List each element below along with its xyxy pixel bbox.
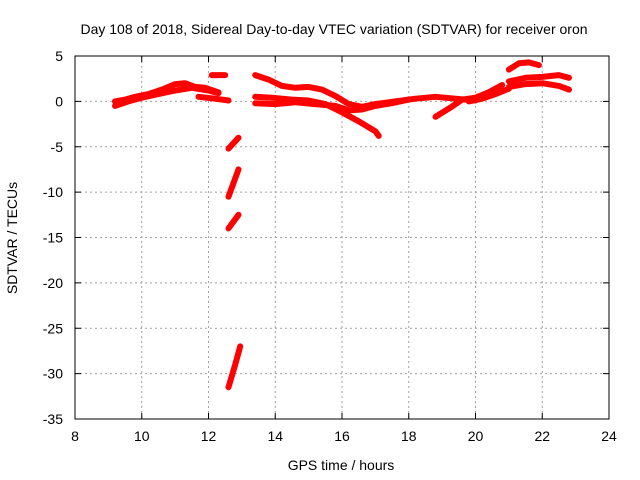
plot-frame [74,55,610,420]
x-tick-label: 8 [71,428,79,444]
x-tick-label: 18 [401,428,417,444]
y-tick-label: -35 [43,411,63,427]
series-arc-16 [505,80,572,93]
x-axis-label: GPS time / hours [288,457,395,473]
chart-title: Day 108 of 2018, Sidereal Day-to-day VTE… [80,21,587,37]
series-arc-2 [112,84,222,109]
series-arc-9 [252,72,479,110]
series-arc-3 [195,93,232,104]
series-arc-13 [465,85,512,105]
grid [75,56,609,419]
series-arc-11 [252,96,412,114]
series-arc-14 [505,59,542,73]
x-tick-labels: 8 10 12 14 16 18 20 22 24 [71,428,617,444]
y-tick-label: -30 [43,366,63,382]
x-tick-label: 14 [267,428,283,444]
x-tick-label: 16 [334,428,350,444]
y-tick-label: -10 [43,184,63,200]
y-tick-label: -5 [51,139,64,155]
series-arc-15 [505,72,572,85]
series-arc-5 [225,134,242,152]
x-tick-label: 22 [534,428,550,444]
series-arc-6 [225,166,242,200]
series-arc-7 [225,211,242,232]
x-tick-label: 10 [134,428,150,444]
x-tick-label: 24 [601,428,617,444]
series-arc-8 [225,343,244,391]
y-tick-label: -15 [43,230,63,246]
x-tick-label: 12 [201,428,217,444]
data-series [112,59,572,391]
y-tick-label: 5 [55,48,63,64]
y-tick-label: -25 [43,320,63,336]
y-axis-label: SDTVAR / TECUs [4,182,20,294]
y-tick-label: 0 [55,93,63,109]
y-tick-labels: 5 0 -5 -10 -15 -20 -25 -30 -35 [43,48,63,427]
x-tick-label: 20 [468,428,484,444]
y-tick-label: -20 [43,275,63,291]
